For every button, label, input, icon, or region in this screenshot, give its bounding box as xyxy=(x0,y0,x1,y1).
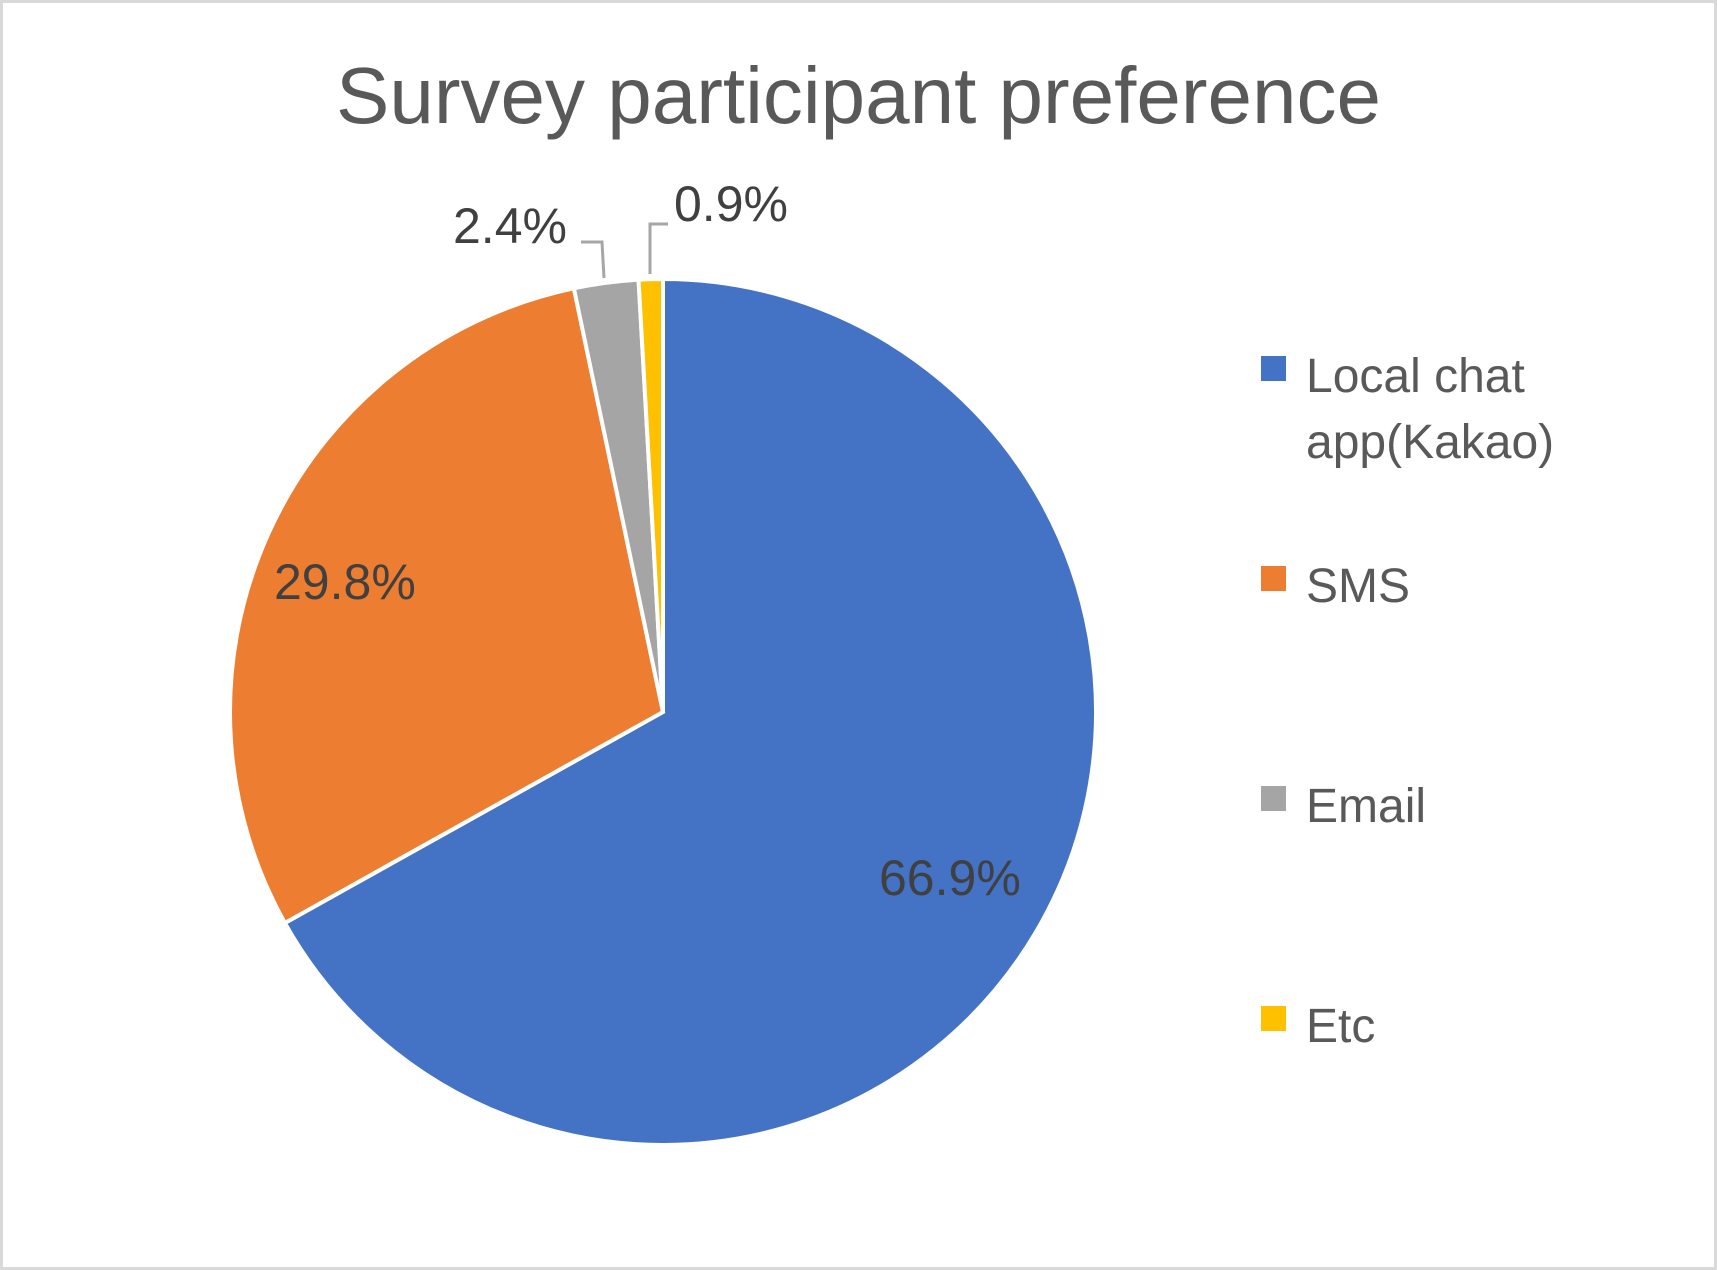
data-label-local-chat: 66.9% xyxy=(879,850,1021,906)
legend-label: Email xyxy=(1306,780,1427,833)
chart-title: Survey participant preference xyxy=(336,51,1381,140)
legend-label: Etc xyxy=(1306,1000,1376,1053)
data-label-email: 2.4% xyxy=(453,198,567,254)
legend-item-etc[interactable]: Etc xyxy=(1261,994,1606,1060)
pie-slice-etc[interactable] xyxy=(636,276,665,713)
leader-line-etc xyxy=(648,222,668,274)
pie-slice-local-chat[interactable] xyxy=(282,276,1098,1147)
data-label-etc: 0.9% xyxy=(674,176,788,232)
legend-swatch-blue xyxy=(1261,356,1286,381)
data-label-sms: 29.8% xyxy=(274,554,416,610)
legend-swatch-yellow xyxy=(1261,1006,1286,1031)
legend-item-sms[interactable]: SMS xyxy=(1261,554,1606,620)
pie-slices xyxy=(228,276,1098,1147)
legend-swatch-gray xyxy=(1261,786,1286,811)
leader-line-email xyxy=(581,240,606,279)
pie-slice-sms[interactable] xyxy=(228,285,666,926)
legend-label: Local chat app(Kakao) xyxy=(1306,350,1555,469)
legend-label: SMS xyxy=(1306,560,1411,613)
legend-item-email[interactable]: Email xyxy=(1261,774,1606,840)
legend-item-local-chat[interactable]: Local chat app(Kakao) xyxy=(1261,344,1606,476)
legend-swatch-orange xyxy=(1261,566,1286,591)
